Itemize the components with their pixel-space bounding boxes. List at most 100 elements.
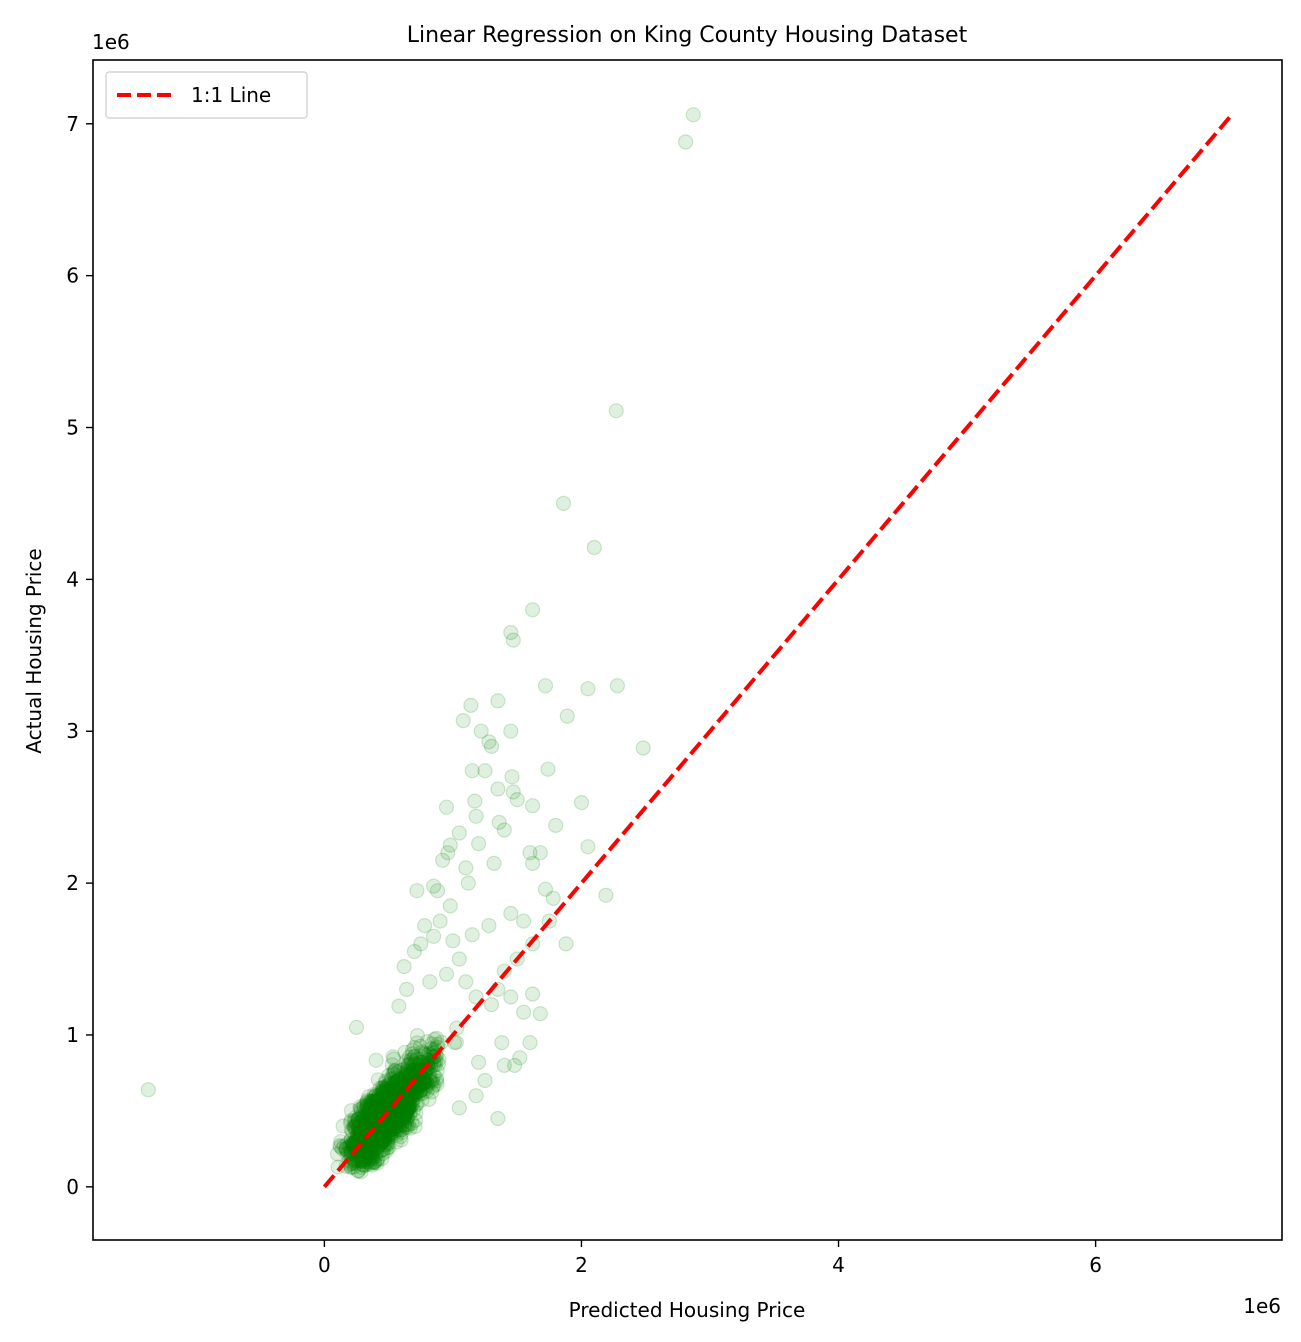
scatter-point xyxy=(354,1108,370,1125)
scatter-point xyxy=(376,1120,392,1136)
scatter-point xyxy=(366,1154,382,1170)
scatter-point xyxy=(399,1099,415,1115)
scatter-point xyxy=(373,1142,389,1159)
scatter-point xyxy=(349,1116,365,1132)
scatter-point xyxy=(405,1094,421,1111)
scatter-point xyxy=(375,1094,391,1110)
scatter-point xyxy=(368,1104,384,1120)
scatter-point xyxy=(376,1128,393,1144)
scatter-point xyxy=(356,1109,372,1125)
scatter-point xyxy=(375,1145,391,1162)
scatter-point xyxy=(362,1154,378,1170)
scatter-point xyxy=(355,1157,371,1173)
scatter-point xyxy=(369,1130,385,1146)
scatter-point xyxy=(383,1126,399,1142)
scatter-point xyxy=(364,1093,380,1109)
y-tick-label: 5 xyxy=(66,416,79,440)
scatter-point xyxy=(515,913,532,929)
scatter-point xyxy=(369,1090,385,1106)
scatter-point xyxy=(369,1129,386,1145)
scatter-point xyxy=(388,1080,404,1097)
scatter-point xyxy=(367,1098,383,1115)
scatter-point xyxy=(384,1071,400,1088)
scatter-point xyxy=(524,986,541,1002)
scatter-point xyxy=(369,1097,385,1113)
scatter-point xyxy=(471,835,487,852)
scatter-point xyxy=(377,1129,394,1145)
scatter-point xyxy=(401,1117,417,1133)
scatter-point xyxy=(379,1092,395,1108)
scatter-point xyxy=(349,1153,365,1169)
scatter-point xyxy=(367,1142,383,1158)
scatter-point xyxy=(358,1149,374,1165)
scatter-point xyxy=(375,1120,392,1137)
scatter-point xyxy=(358,1142,374,1158)
scatter-point xyxy=(343,1102,359,1119)
scatter-point xyxy=(358,1125,374,1142)
scatter-point xyxy=(384,1115,400,1131)
scatter-point xyxy=(355,1154,372,1170)
y-axis-label: Actual Housing Price xyxy=(22,548,46,753)
scatter-point xyxy=(381,1117,397,1133)
scatter-point xyxy=(382,1123,398,1139)
scatter-point xyxy=(140,1082,156,1098)
scatter-point xyxy=(368,1145,384,1161)
scatter-point xyxy=(404,1054,420,1070)
scatter-point xyxy=(393,1100,409,1117)
scatter-point xyxy=(381,1123,397,1139)
scatter-point xyxy=(355,1156,371,1173)
scatter-point xyxy=(490,693,506,709)
scatter-point xyxy=(393,1092,409,1108)
scatter-point xyxy=(377,1094,393,1110)
scatter-point xyxy=(407,1048,423,1065)
scatter-point xyxy=(362,1136,378,1152)
scatter-point xyxy=(464,763,480,779)
scatter-point xyxy=(496,822,512,838)
scatter-point xyxy=(387,1077,403,1093)
scatter-point xyxy=(391,1121,407,1137)
scatter-point xyxy=(372,1097,388,1113)
scatter-point xyxy=(367,1136,383,1152)
scatter-point xyxy=(375,1091,391,1107)
scatter-point xyxy=(389,1108,406,1124)
scatter-point xyxy=(405,1071,421,1087)
scatter-point xyxy=(379,1101,395,1118)
scatter-point xyxy=(338,1140,354,1157)
scatter-point xyxy=(408,1097,424,1113)
scatter-point xyxy=(397,1117,413,1133)
scatter-point xyxy=(380,1140,396,1156)
scatter-point xyxy=(471,1054,487,1070)
scatter-point xyxy=(395,1106,411,1122)
scatter-point xyxy=(598,887,614,903)
scatter-point xyxy=(398,1067,415,1084)
scatter-point xyxy=(403,1064,419,1080)
scatter-point xyxy=(381,1090,397,1106)
scatter-point xyxy=(377,1137,393,1153)
scatter-point xyxy=(432,913,448,929)
scatter-point xyxy=(409,1083,425,1100)
scatter-point xyxy=(384,1111,400,1127)
scatter-point xyxy=(395,1072,411,1088)
scatter-point xyxy=(352,1121,368,1138)
chart-title: Linear Regression on King County Housing… xyxy=(407,23,968,48)
scatter-point xyxy=(380,1136,396,1152)
scatter-point xyxy=(370,1133,386,1149)
scatter-point xyxy=(399,1061,416,1077)
scatter-point xyxy=(394,1121,410,1138)
scatter-point xyxy=(424,1036,440,1052)
scatter-point xyxy=(374,1114,390,1130)
scatter-point xyxy=(377,1104,393,1120)
scatter-point xyxy=(409,1095,425,1112)
scatter-point xyxy=(361,1137,377,1154)
scatter-point xyxy=(558,936,574,952)
scatter-point xyxy=(370,1102,387,1118)
scatter-point xyxy=(397,1070,413,1087)
scatter-point xyxy=(357,1148,373,1165)
scatter-point xyxy=(395,1099,411,1115)
scatter-point xyxy=(400,1109,416,1125)
scatter-point xyxy=(402,1120,418,1136)
scatter-point xyxy=(361,1109,377,1125)
scatter-point xyxy=(381,1076,397,1093)
scatter-point xyxy=(368,1106,384,1123)
scatter-point xyxy=(387,1119,404,1135)
